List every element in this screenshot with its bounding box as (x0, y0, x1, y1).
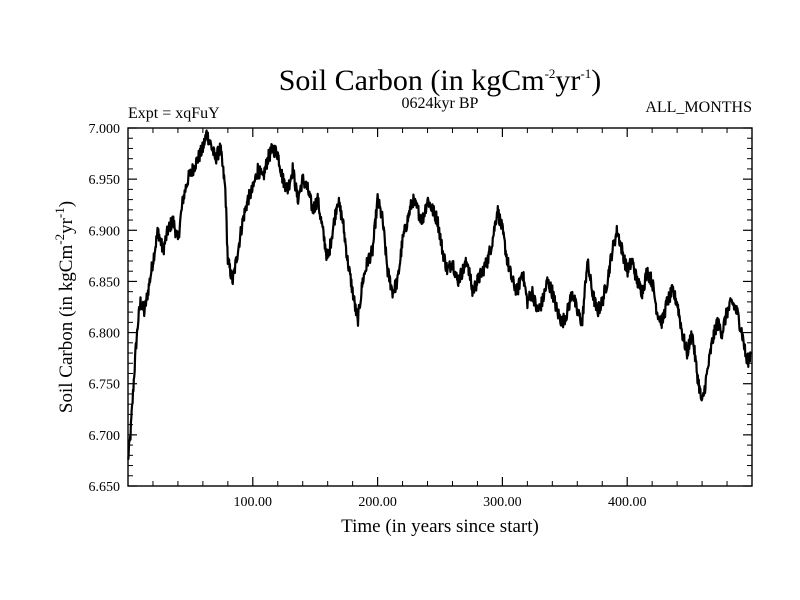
y-axis-label: Soil Carbon (in kgCm-2yr-1) (52, 201, 77, 413)
y-tick-label: 6.900 (89, 224, 121, 239)
x-axis-label: Time (in years since start) (341, 516, 539, 537)
month-label: ALL_MONTHS (645, 99, 752, 116)
y-tick-label: 6.950 (89, 173, 121, 188)
y-tick-label: 6.850 (89, 275, 121, 290)
soil-carbon-series-line (127, 129, 752, 461)
y-tick-label: 6.750 (89, 378, 121, 393)
x-axis: 100.00 200.00 300.00 400.00 (152, 128, 728, 510)
x-tick-label: 300.00 (483, 495, 522, 510)
x-tick-label: 100.00 (234, 495, 273, 510)
y-tick-label: 6.700 (89, 429, 121, 444)
plot-frame (127, 127, 753, 487)
x-tick-label: 400.00 (608, 495, 647, 510)
x-tick-label: 200.00 (358, 495, 397, 510)
y-tick-label: 6.800 (89, 327, 121, 342)
chart-title: Soil Carbon (in kgCm-2yr-1) (279, 64, 602, 97)
experiment-label: Expt = xqFuY (128, 105, 220, 122)
y-tick-label: 7.000 (89, 122, 121, 137)
y-tick-label: 6.650 (89, 480, 121, 495)
y-axis: 6.650 6.700 6.750 6.800 6.850 6.900 6.950 7.000 (89, 122, 752, 495)
subtitle: 0624kyr BP (402, 95, 479, 112)
